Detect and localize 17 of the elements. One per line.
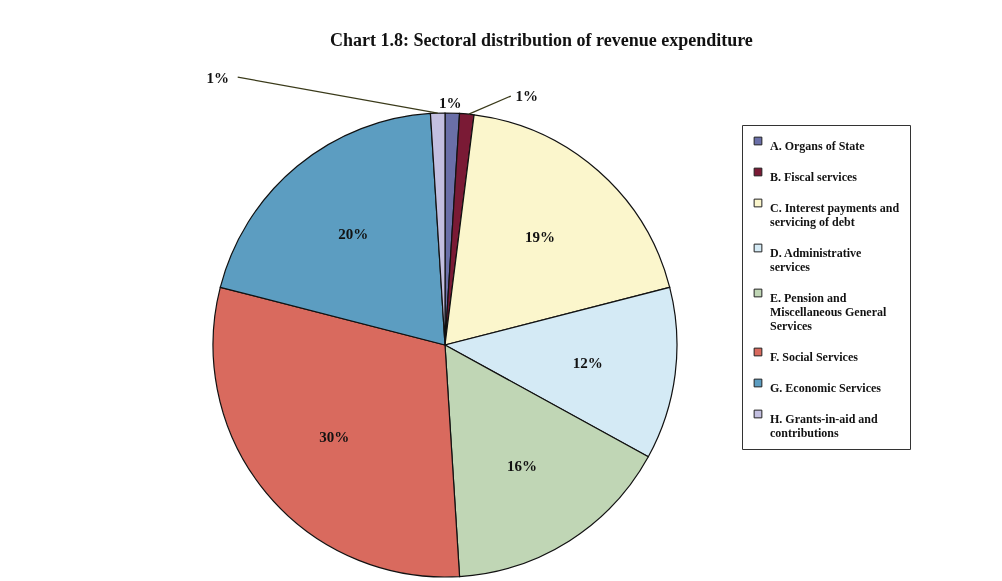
legend-label: F. Social Services bbox=[770, 350, 859, 364]
data-label: 1% bbox=[515, 88, 539, 105]
legend-label: B. Fiscal services bbox=[770, 170, 858, 184]
legend-label: H. Grants-in-aid and contributions bbox=[770, 412, 879, 440]
data-label: 20% bbox=[338, 226, 369, 243]
chart-title: Chart 1.8: Sectoral distribution of revenue expenditure bbox=[330, 30, 753, 50]
legend-label: C. Interest payments and servicing of debt bbox=[770, 201, 900, 229]
legend-label: A. Organs of State bbox=[770, 139, 866, 153]
data-label: 1% bbox=[439, 95, 462, 112]
legend-label: G. Economic Services bbox=[770, 381, 882, 395]
legend-label: D. Administrative services bbox=[770, 246, 862, 274]
data-label: 12% bbox=[572, 355, 603, 372]
data-label: 19% bbox=[525, 229, 556, 246]
data-label: 1% bbox=[206, 70, 229, 87]
data-label: 16% bbox=[507, 458, 538, 475]
legend-label: E. Pension and Miscellaneous General Services bbox=[770, 291, 887, 333]
data-label: 30% bbox=[319, 428, 350, 445]
